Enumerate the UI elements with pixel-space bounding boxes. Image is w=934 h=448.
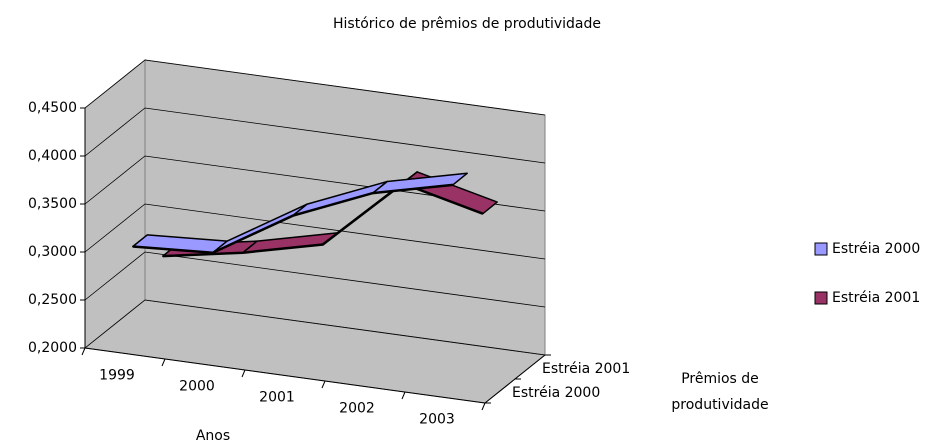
y-tick-label: 0,3500 bbox=[28, 196, 77, 212]
depth-tick-label: Estréia 2000 bbox=[512, 385, 600, 401]
y-tick-label: 0,4500 bbox=[28, 100, 77, 116]
grid-line bbox=[84, 299, 546, 356]
y-tick-label: 0,2000 bbox=[28, 340, 77, 356]
depth-tick-label: Estréia 2001 bbox=[542, 361, 630, 377]
legend-label: Estréia 2000 bbox=[832, 241, 920, 257]
y-tick-label: 0,2500 bbox=[28, 292, 77, 308]
grid-line bbox=[84, 107, 546, 164]
x-tick-label: 2003 bbox=[419, 412, 455, 428]
x-axis-title: Anos bbox=[196, 428, 230, 444]
x-tick-label: 2002 bbox=[339, 401, 375, 417]
x-axis bbox=[84, 347, 486, 404]
x-tick bbox=[81, 347, 86, 356]
grid-line bbox=[84, 155, 546, 212]
grid-line bbox=[84, 203, 546, 260]
chart-title: Histórico de prêmios de produtividade bbox=[333, 16, 601, 32]
x-tick bbox=[481, 402, 486, 411]
y-tick-label: 0,3000 bbox=[28, 244, 77, 260]
x-tick-label: 2000 bbox=[179, 379, 215, 395]
depth-axis-title: Prêmios de produtividade bbox=[671, 371, 769, 413]
legend-label: Estréia 2001 bbox=[832, 290, 920, 306]
x-tick bbox=[161, 358, 166, 367]
grid-line bbox=[84, 59, 546, 116]
x-tick bbox=[321, 380, 326, 389]
x-tick bbox=[401, 391, 406, 400]
y-tick-label: 0,4000 bbox=[28, 148, 77, 164]
legend-swatch bbox=[814, 291, 828, 305]
series-line bbox=[162, 182, 484, 258]
x-tick bbox=[241, 369, 246, 378]
legend-swatch bbox=[814, 242, 828, 256]
series-line bbox=[132, 183, 453, 254]
grid-line bbox=[84, 251, 546, 308]
x-tick-label: 1999 bbox=[99, 368, 135, 384]
x-tick-label: 2001 bbox=[259, 390, 295, 406]
side-wall bbox=[84, 58, 146, 350]
